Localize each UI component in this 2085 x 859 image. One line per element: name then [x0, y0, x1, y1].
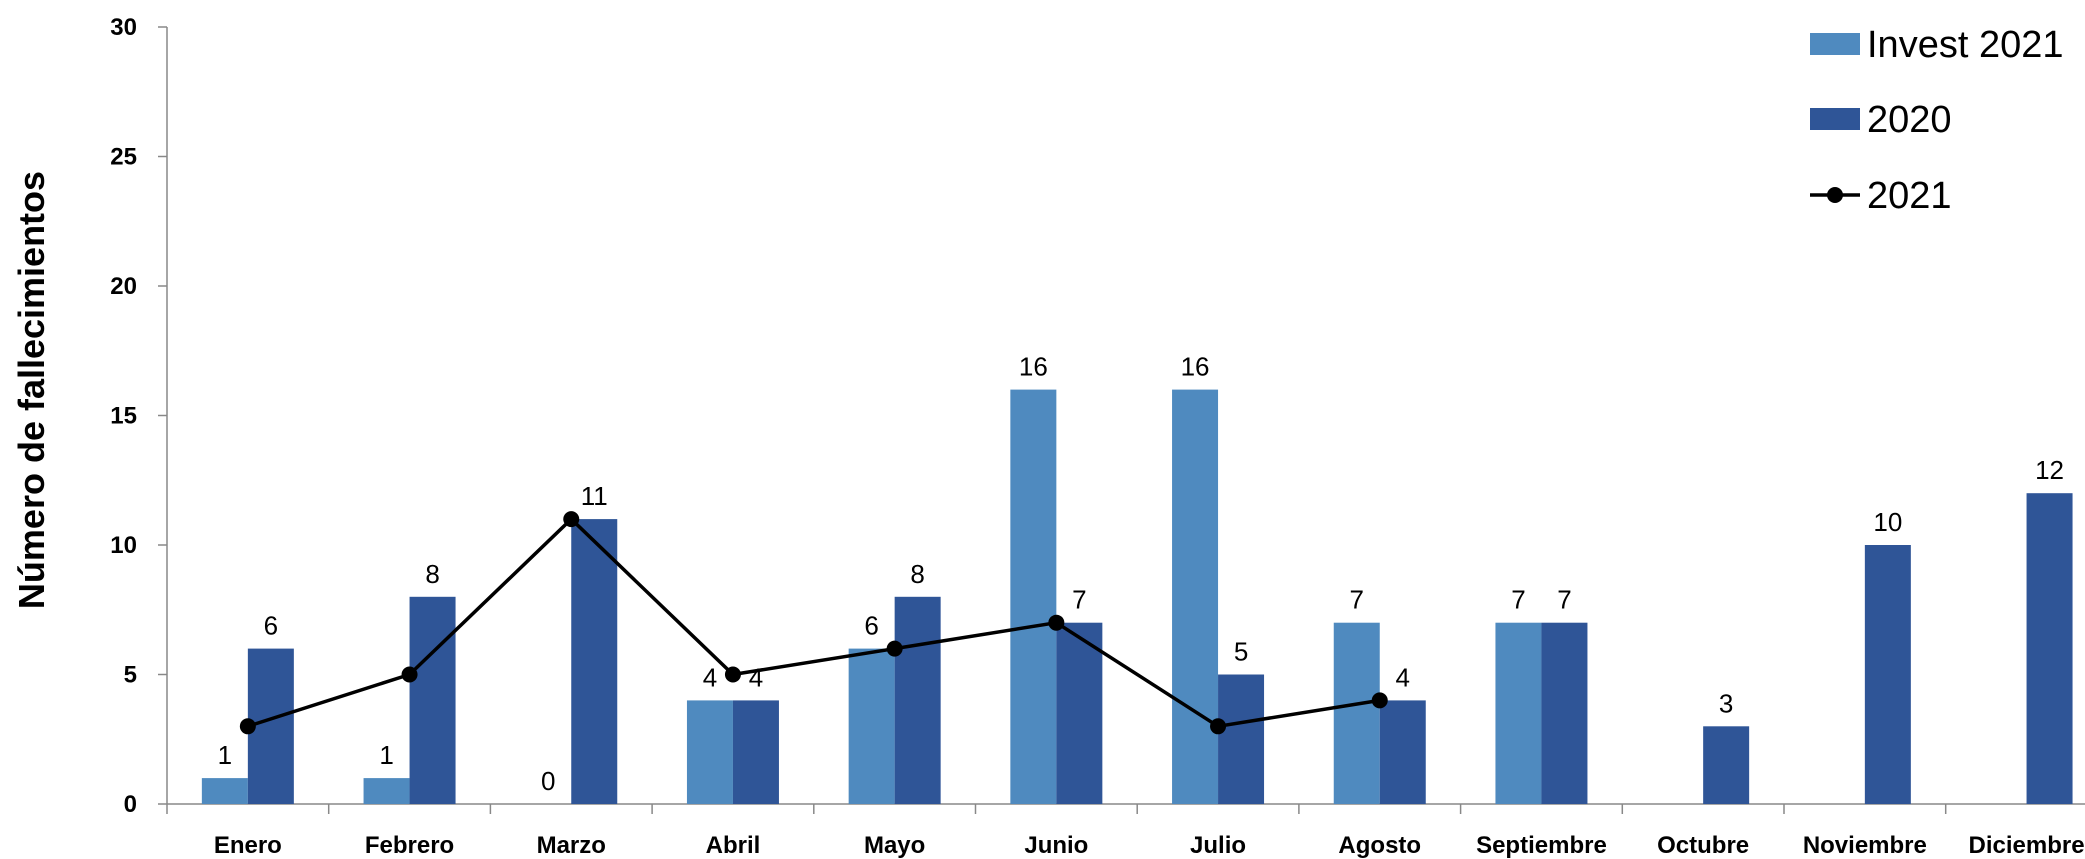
- bar-2020-mayo: [894, 596, 941, 804]
- bar-2020-septiembre: [1541, 622, 1588, 804]
- data-label-2020-mayo: 8: [910, 559, 924, 589]
- data-label-invest-2021-junio: 16: [1019, 352, 1048, 382]
- line-point-2021-4: [886, 640, 903, 657]
- bar-invest-2021-septiembre: [1495, 622, 1542, 804]
- data-label-2020-marzo: 11: [581, 481, 608, 511]
- bar-2020-diciembre: [2026, 493, 2073, 804]
- data-label-invest-2021-enero: 1: [218, 740, 232, 770]
- line-2021: [247, 516, 1381, 729]
- x-tick-label-febrero: Febrero: [365, 832, 454, 859]
- line-point-2021-5: [1048, 614, 1065, 631]
- data-label-invest-2021-febrero: 1: [379, 740, 393, 770]
- legend: Invest 2021 2020 2021: [1810, 24, 2063, 217]
- y-tick-label: 10: [110, 532, 137, 559]
- legend-label-2020: 2020: [1867, 99, 1952, 141]
- data-label-2020-enero: 6: [264, 611, 278, 641]
- line-series: [239, 511, 1388, 735]
- x-tick-label-agosto: Agosto: [1338, 832, 1421, 859]
- line-point-2021-6: [1210, 718, 1227, 735]
- line-point-2021-2: [563, 511, 580, 528]
- data-label-2020-septiembre: 7: [1557, 585, 1571, 615]
- bar-invest-2021-febrero: [363, 778, 410, 804]
- data-label-invest-2021-agosto: 7: [1350, 585, 1364, 615]
- x-tick-label-enero: Enero: [214, 832, 282, 859]
- x-tick-label-octubre: Octubre: [1657, 832, 1749, 859]
- bar-invest-2021-julio: [1172, 389, 1219, 804]
- data-label-invest-2021-septiembre: 7: [1511, 585, 1525, 615]
- y-tick-label: 15: [110, 403, 137, 430]
- x-tick-label-septiembre: Septiembre: [1476, 832, 1607, 859]
- y-tick-label: 20: [110, 273, 137, 300]
- line-point-2021-3: [724, 666, 741, 683]
- data-label-2020-junio: 7: [1072, 585, 1086, 615]
- bar-invest-2021-enero: [201, 778, 248, 804]
- x-tick-label-abril: Abril: [706, 832, 761, 859]
- data-label-invest-2021-abril: 4: [703, 662, 717, 692]
- data-label-invest-2021-marzo: 0: [541, 766, 555, 796]
- bars: [201, 389, 2073, 804]
- legend-label-invest-2021: Invest 2021: [1867, 24, 2063, 66]
- data-label-2020-noviembre: 10: [1873, 507, 1902, 537]
- line-point-2021-7: [1371, 692, 1388, 709]
- x-tick-label-marzo: Marzo: [537, 832, 606, 859]
- x-tick-label-diciembre: Diciembre: [1969, 832, 2085, 859]
- x-tick-label-julio: Julio: [1190, 832, 1246, 859]
- y-tick-label: 25: [110, 144, 137, 171]
- bar-2020-marzo: [571, 519, 618, 804]
- data-label-2020-febrero: 8: [425, 559, 439, 589]
- bar-2020-noviembre: [1864, 545, 1911, 804]
- bar-invest-2021-junio: [1010, 389, 1057, 804]
- legend-swatch-invest-2021: [1810, 33, 1860, 55]
- legend-label-2021: 2021: [1867, 175, 1952, 217]
- data-label-2020-octubre: 3: [1719, 688, 1733, 718]
- bar-2020-abril: [732, 700, 779, 804]
- data-label-invest-2021-julio: 16: [1181, 352, 1210, 382]
- y-tick-label: 0: [124, 791, 137, 818]
- bar-invest-2021-abril: [686, 700, 733, 804]
- line-point-2021-0: [239, 718, 256, 735]
- x-tick-label-junio: Junio: [1024, 832, 1088, 859]
- bar-2020-junio: [1056, 622, 1103, 804]
- y-axis-title: Número de fallecimientos: [11, 171, 52, 609]
- bar-2020-febrero: [409, 596, 456, 804]
- data-label-2020-abril: 4: [749, 662, 763, 692]
- bar-2020-octubre: [1703, 726, 1750, 804]
- data-label-2020-julio: 5: [1234, 637, 1248, 667]
- bar-2020-julio: [1218, 674, 1265, 804]
- data-label-2020-agosto: 4: [1396, 662, 1410, 692]
- data-label-invest-2021-mayo: 6: [864, 611, 878, 641]
- y-tick-label: 30: [110, 14, 137, 41]
- bar-2020-agosto: [1379, 700, 1426, 804]
- legend-swatch-2020: [1810, 108, 1860, 130]
- line-point-2021-1: [401, 666, 418, 683]
- data-label-2020-diciembre: 12: [2035, 455, 2064, 485]
- x-tick-label-noviembre: Noviembre: [1803, 832, 1927, 859]
- x-tick-label-mayo: Mayo: [864, 832, 925, 859]
- y-tick-label: 5: [124, 662, 137, 689]
- bar-invest-2021-mayo: [848, 648, 895, 804]
- legend-swatch-marker-2021: [1827, 187, 1843, 203]
- bar-invest-2021-agosto: [1333, 622, 1380, 804]
